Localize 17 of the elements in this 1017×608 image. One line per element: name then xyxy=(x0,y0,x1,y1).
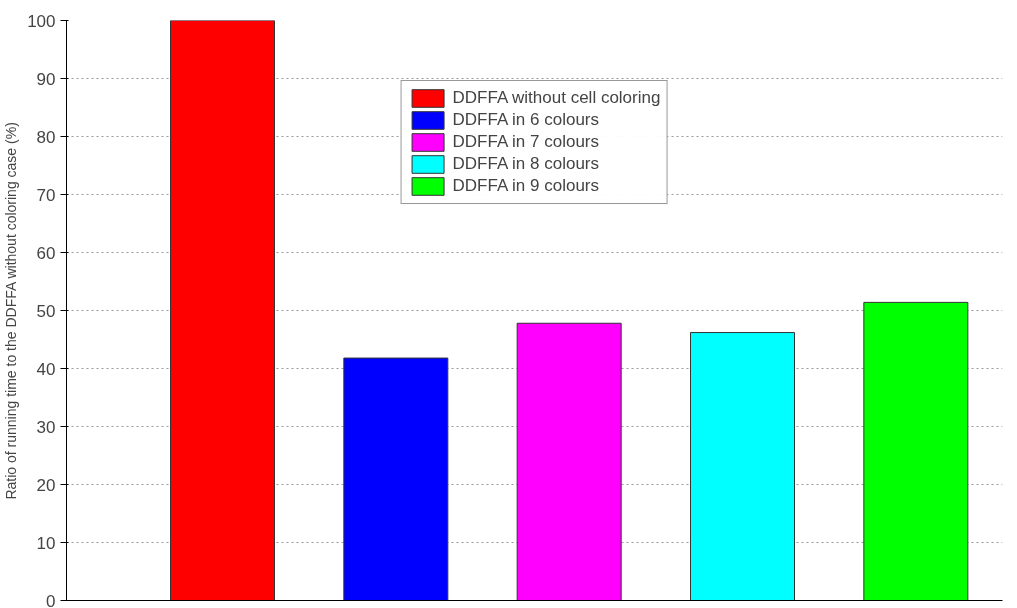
y-tick-label: 10 xyxy=(36,533,56,553)
y-axis-title: Ratio of running time to the DDFFA without coloring case (%) xyxy=(3,122,20,500)
y-tick-label: 90 xyxy=(36,69,56,89)
y-tick-label: 50 xyxy=(36,301,56,321)
y-tick-label: 0 xyxy=(46,591,56,608)
legend-label: DDFFA in 9 colours xyxy=(452,175,600,197)
legend-label: DDFFA without cell coloring xyxy=(452,87,661,109)
legend-label: DDFFA in 7 colours xyxy=(452,131,600,153)
legend-label: DDFFA in 8 colours xyxy=(452,153,600,175)
y-tick-label: 60 xyxy=(36,243,56,263)
y-tick-label: 30 xyxy=(36,417,56,437)
legend-label: DDFFA in 6 colours xyxy=(452,109,600,131)
y-tick-label: 40 xyxy=(36,359,56,379)
y-tick-label: 80 xyxy=(36,127,56,147)
y-tick-label: 100 xyxy=(27,11,56,31)
y-tick-label: 20 xyxy=(36,475,56,495)
y-tick-label: 70 xyxy=(36,185,56,205)
